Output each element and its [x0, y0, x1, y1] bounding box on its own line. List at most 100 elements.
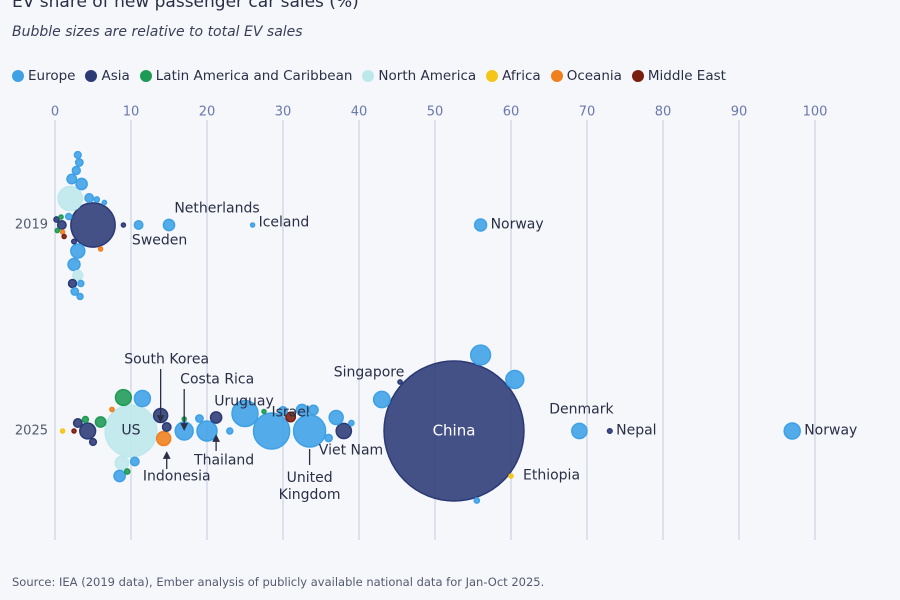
- y-tick-label: 2025: [15, 424, 48, 439]
- bubble: [53, 216, 60, 223]
- x-tick-label: 40: [351, 105, 368, 120]
- bubble: [59, 229, 66, 235]
- data-label: China: [432, 421, 476, 440]
- data-label: Israel: [271, 404, 310, 421]
- data-label: Norway: [490, 216, 544, 233]
- legend-swatch: [486, 70, 499, 82]
- bubble: [54, 227, 61, 234]
- bubble: [123, 468, 131, 475]
- source-note: Source: IEA (2019 data), Ember analysis …: [12, 575, 545, 589]
- bubble: [56, 220, 67, 230]
- bubble: [57, 185, 84, 212]
- legend-swatch: [550, 70, 563, 82]
- bubble: [249, 222, 256, 228]
- x-tick-label: 90: [731, 105, 748, 120]
- bubble: [285, 411, 297, 423]
- bubble: [473, 497, 481, 504]
- legend-item: Middle East: [631, 68, 726, 84]
- data-label: Denmark: [549, 401, 614, 418]
- bubble: [261, 408, 267, 415]
- bubble: [64, 212, 73, 221]
- legend-swatch: [85, 70, 98, 82]
- legend-label: North America: [378, 68, 477, 84]
- bubble: [101, 199, 108, 206]
- bubble: [74, 158, 84, 167]
- bubble: [70, 202, 116, 248]
- bubble: [307, 404, 319, 416]
- legend-label: Latin America and Caribbean: [155, 68, 353, 84]
- legend-label: Middle East: [647, 68, 726, 84]
- y-tick-label: 2019: [15, 218, 48, 233]
- legend-item: Asia: [85, 68, 130, 84]
- bubble: [77, 279, 85, 288]
- data-label: Singapore: [333, 364, 405, 381]
- bubble: [71, 428, 77, 434]
- x-tick-label: 20: [199, 105, 216, 120]
- bubble: [505, 369, 525, 390]
- bubble: [252, 412, 291, 450]
- bubble: [84, 193, 95, 203]
- bubble: [71, 165, 81, 176]
- bubble: [113, 469, 126, 483]
- bubble: [372, 390, 391, 409]
- legend-label: Asia: [101, 68, 130, 84]
- bubble: [133, 389, 152, 408]
- legend-swatch: [631, 70, 644, 82]
- x-tick-label: 60: [503, 105, 520, 120]
- bubble: [278, 406, 288, 416]
- bubble: [75, 177, 88, 191]
- bubble: [97, 246, 104, 252]
- bubble: [328, 409, 344, 426]
- chart-title: EV share of new passenger car sales (%): [12, 0, 359, 12]
- legend-swatch: [362, 70, 375, 82]
- data-label: Norway: [804, 422, 858, 439]
- legend-item: Europe: [12, 68, 75, 84]
- data-label: South Korea: [124, 351, 210, 368]
- bubble: [73, 150, 82, 160]
- data-label: Indonesia: [142, 468, 211, 485]
- bubble: [335, 422, 353, 440]
- bubble: [94, 416, 107, 428]
- bubble: [81, 415, 90, 424]
- data-label: Sweden: [131, 232, 188, 249]
- bubble: [194, 414, 204, 423]
- bubble: [469, 344, 492, 366]
- bubble: [109, 406, 115, 413]
- data-label: Netherlands: [174, 200, 260, 217]
- x-tick-label: 0: [51, 105, 59, 120]
- bubble: [88, 437, 98, 447]
- data-label: Costa Rica: [180, 371, 255, 388]
- legend-item: North America: [362, 68, 476, 84]
- bubble: [58, 214, 64, 220]
- bubbles: [53, 150, 801, 504]
- x-tick-label: 100: [803, 105, 828, 120]
- data-label: Uruguay: [214, 393, 274, 410]
- legend-label: Oceania: [566, 68, 622, 84]
- chart-subtitle: Bubble sizes are relative to total EV sa…: [12, 24, 303, 40]
- bubble: [383, 360, 525, 502]
- legend-swatch: [12, 70, 24, 82]
- bubble: [295, 403, 309, 417]
- bubble: [79, 422, 97, 440]
- x-tick-label: 80: [655, 105, 672, 120]
- bubble: [70, 287, 80, 296]
- bubble: [473, 218, 488, 232]
- x-tick-label: 30: [275, 105, 292, 120]
- bubble: [93, 196, 101, 203]
- bubble: [508, 473, 514, 479]
- data-label: United Kingdom: [278, 470, 341, 503]
- bubble: [196, 420, 218, 442]
- bubble: [231, 399, 259, 428]
- bubble: [76, 292, 84, 301]
- bubble: [162, 218, 176, 232]
- legend-item: Oceania: [550, 68, 622, 84]
- bubble: [783, 422, 801, 440]
- bubble: [209, 411, 223, 424]
- legend-label: Africa: [502, 68, 541, 84]
- bubble: [120, 222, 127, 228]
- bubble: [161, 422, 172, 432]
- bubble: [606, 427, 613, 435]
- bubble: [114, 388, 133, 407]
